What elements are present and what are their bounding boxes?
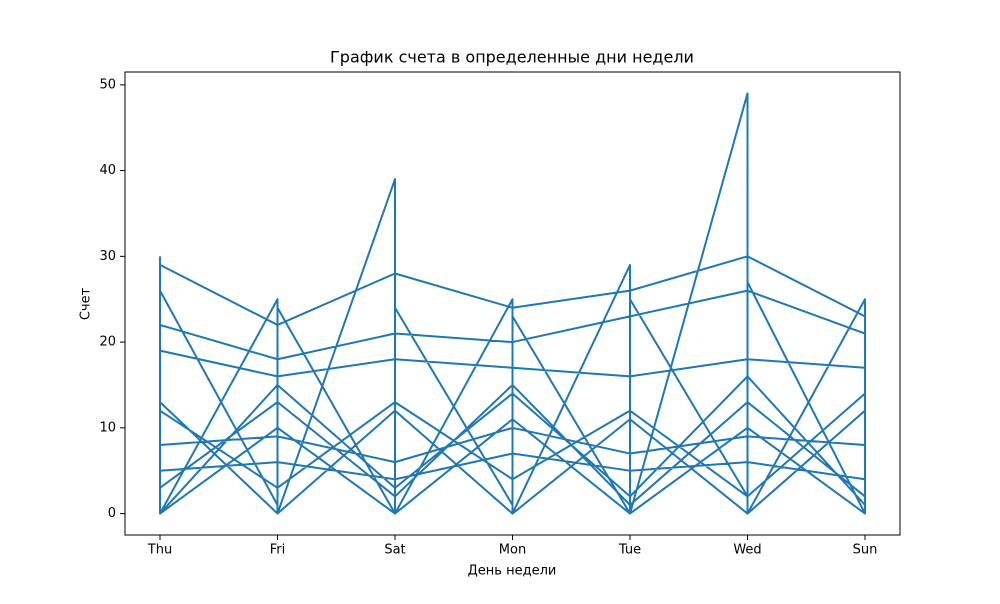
y-axis-label: Счет: [79, 287, 94, 320]
x-tick-label: Fri: [270, 543, 286, 558]
y-tick-label: 0: [108, 506, 116, 521]
x-tick-label: Wed: [733, 543, 761, 558]
x-tick-label: Tue: [618, 543, 641, 558]
y-tick-label: 40: [99, 163, 116, 178]
x-tick-label: Thu: [147, 543, 172, 558]
x-tick-label: Mon: [499, 543, 526, 558]
y-tick-label: 10: [99, 420, 116, 435]
plot-frame: [124, 71, 901, 536]
y-tick-label: 50: [99, 77, 116, 92]
x-tick-label: Sun: [853, 543, 878, 558]
chart-title: График счета в определенные дни недели: [330, 48, 694, 67]
x-axis-label: День недели: [468, 564, 557, 579]
data-line: [159, 92, 866, 515]
x-tick-label: Sat: [384, 543, 405, 558]
y-tick-label: 30: [99, 249, 116, 264]
y-tick-label: 20: [99, 335, 116, 350]
